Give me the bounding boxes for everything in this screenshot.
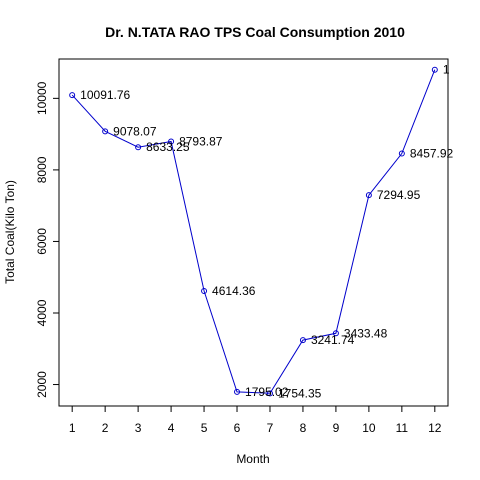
series-line <box>71 69 436 394</box>
y-axis-label: Total Coal(Kilo Ton) <box>3 180 17 284</box>
x-tick-label-2: 2 <box>102 421 109 435</box>
data-point-9 <box>332 330 339 337</box>
data-label-4: 8793.87 <box>179 134 223 148</box>
data-point-1 <box>69 92 76 99</box>
data-label-7: 1754.35 <box>278 386 322 400</box>
x-tick-label-11: 11 <box>396 421 409 435</box>
x-tick-label-5: 5 <box>201 421 208 435</box>
x-axis-label: Month <box>236 452 269 466</box>
x-tick-label-10: 10 <box>362 421 376 435</box>
data-point-11 <box>398 150 405 157</box>
data-label-8: 3241.74 <box>311 333 355 347</box>
data-point-8 <box>299 337 306 344</box>
y-tick-label-8000: 8000 <box>35 156 49 183</box>
data-label-1: 10091.76 <box>80 88 130 102</box>
y-tick-label-6000: 6000 <box>35 228 49 255</box>
data-point-10 <box>365 192 372 199</box>
data-label-5: 4614.36 <box>212 284 256 298</box>
data-point-2 <box>102 128 109 135</box>
chart-title: Dr. N.TATA RAO TPS Coal Consumption 2010 <box>105 24 405 40</box>
y-tick-label-4000: 4000 <box>35 299 49 326</box>
x-axis: 1 2 3 4 5 6 7 8 9 10 11 12 <box>69 406 442 435</box>
x-tick-label-7: 7 <box>267 421 274 435</box>
data-label-2: 9078.07 <box>113 124 157 138</box>
data-label-10: 7294.95 <box>377 188 421 202</box>
x-tick-label-6: 6 <box>234 421 241 435</box>
data-label-11: 8457.92 <box>410 147 454 161</box>
data-point-4 <box>168 138 175 145</box>
x-tick-label-12: 12 <box>428 421 442 435</box>
data-label-9: 3433.48 <box>344 326 388 340</box>
series-points <box>69 66 438 397</box>
data-label-12: 1 <box>443 63 450 77</box>
data-label-6: 1795.02 <box>245 385 289 399</box>
data-point-12 <box>431 66 438 73</box>
data-label-3: 8633.25 <box>146 140 190 154</box>
data-point-3 <box>135 144 142 151</box>
plot-frame <box>58 58 449 407</box>
y-tick-label-2000: 2000 <box>35 371 49 398</box>
x-tick-label-3: 3 <box>135 421 142 435</box>
x-tick-label-1: 1 <box>69 421 76 435</box>
x-tick-label-8: 8 <box>300 421 307 435</box>
data-point-6 <box>234 388 241 395</box>
data-point-5 <box>201 288 208 295</box>
x-tick-label-9: 9 <box>333 421 340 435</box>
y-tick-label-10000: 10000 <box>35 81 49 115</box>
data-point-7 <box>266 390 273 397</box>
x-tick-label-4: 4 <box>168 421 175 435</box>
y-axis: 2000 4000 6000 8000 10000 <box>35 81 59 398</box>
